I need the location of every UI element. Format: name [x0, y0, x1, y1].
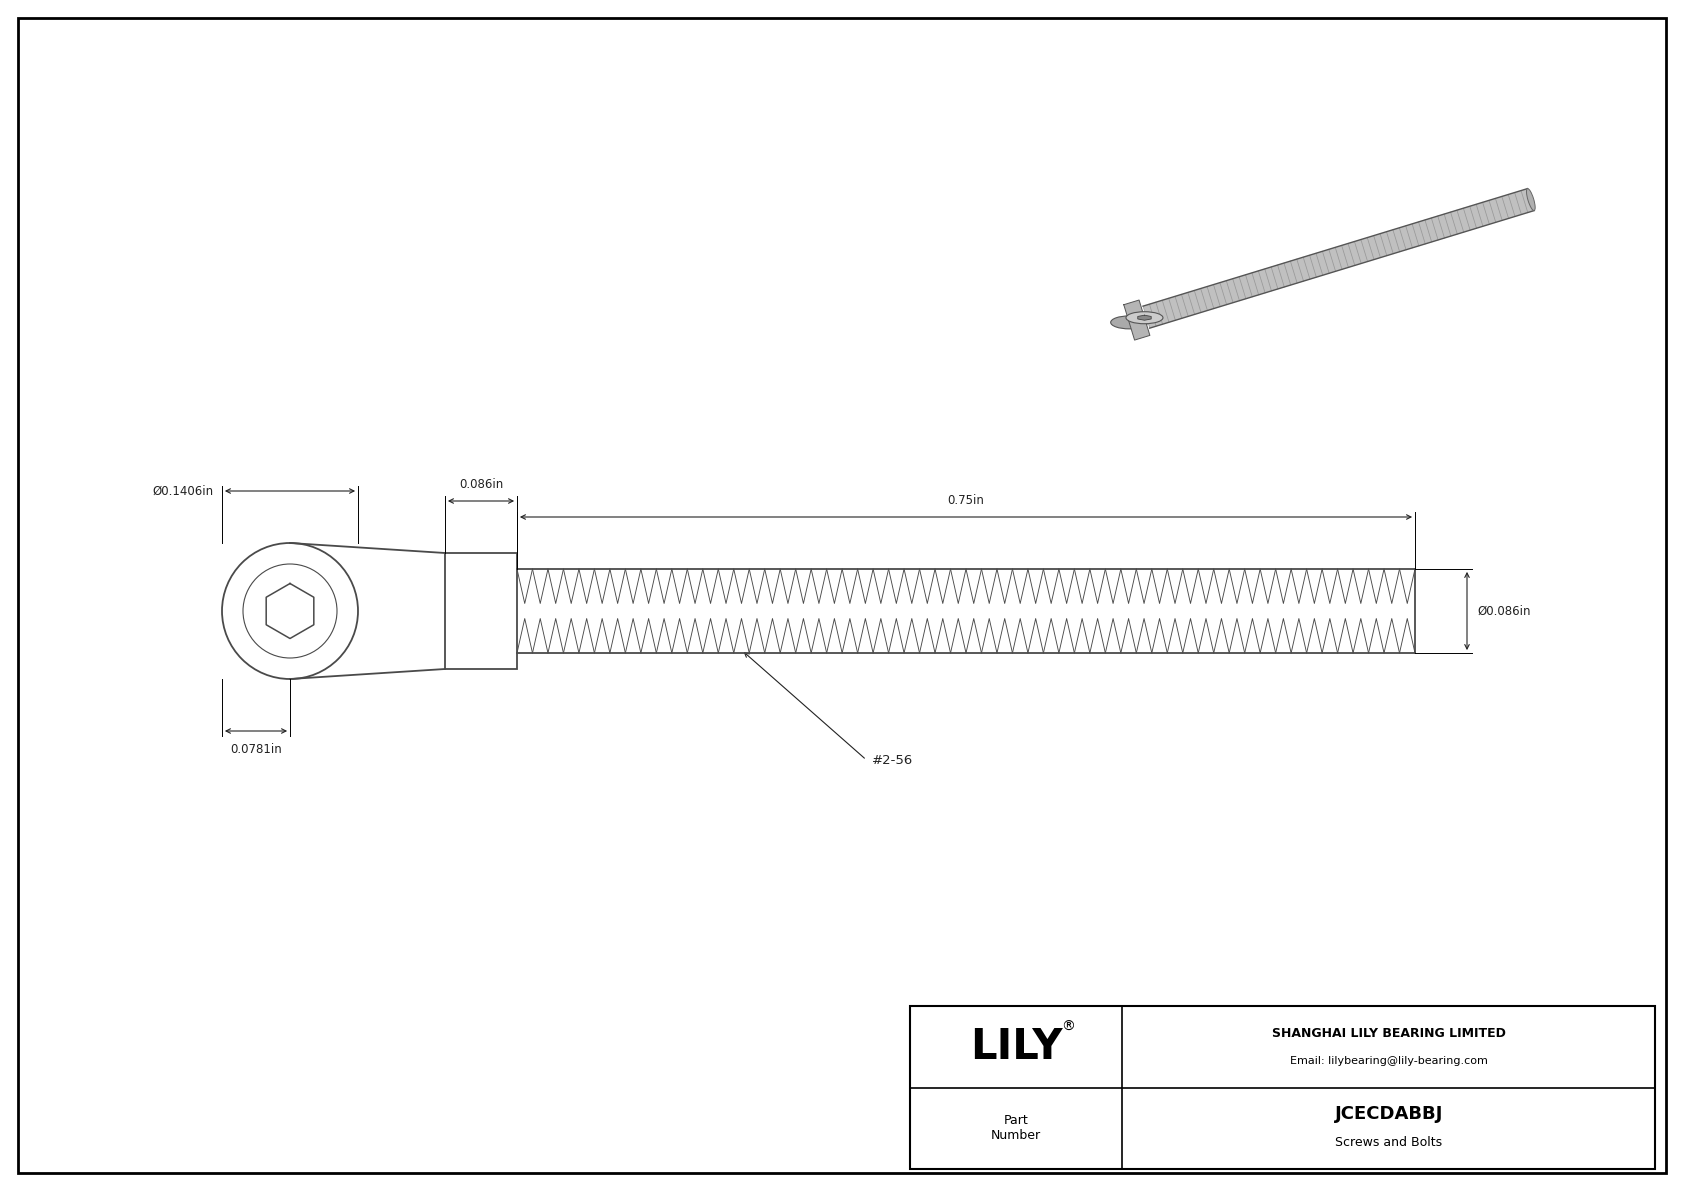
Text: 0.0781in: 0.0781in: [231, 743, 281, 756]
Polygon shape: [1143, 188, 1534, 329]
Text: SHANGHAI LILY BEARING LIMITED: SHANGHAI LILY BEARING LIMITED: [1271, 1028, 1505, 1040]
Polygon shape: [1123, 300, 1150, 341]
Text: Screws and Bolts: Screws and Bolts: [1335, 1136, 1442, 1149]
Text: Part
Number: Part Number: [992, 1115, 1041, 1142]
Text: JCECDABBJ: JCECDABBJ: [1334, 1105, 1443, 1123]
Text: LILY: LILY: [970, 1025, 1063, 1068]
Ellipse shape: [1127, 312, 1164, 324]
Ellipse shape: [1526, 188, 1536, 211]
Text: Ø0.1406in: Ø0.1406in: [153, 485, 214, 498]
Bar: [909, 1006, 1655, 1170]
Text: 0.75in: 0.75in: [948, 494, 985, 507]
Circle shape: [222, 543, 359, 679]
Bar: [445, 553, 517, 669]
Bar: [517, 569, 1415, 653]
Text: Ø0.086in: Ø0.086in: [1477, 605, 1531, 617]
Polygon shape: [1138, 316, 1152, 320]
Text: 0.086in: 0.086in: [458, 478, 504, 491]
Text: Email: lilybearing@lily-bearing.com: Email: lilybearing@lily-bearing.com: [1290, 1055, 1487, 1066]
Text: #2-56: #2-56: [872, 754, 913, 767]
Circle shape: [242, 565, 337, 657]
Text: ®: ®: [1061, 1019, 1074, 1034]
Ellipse shape: [1111, 316, 1148, 329]
